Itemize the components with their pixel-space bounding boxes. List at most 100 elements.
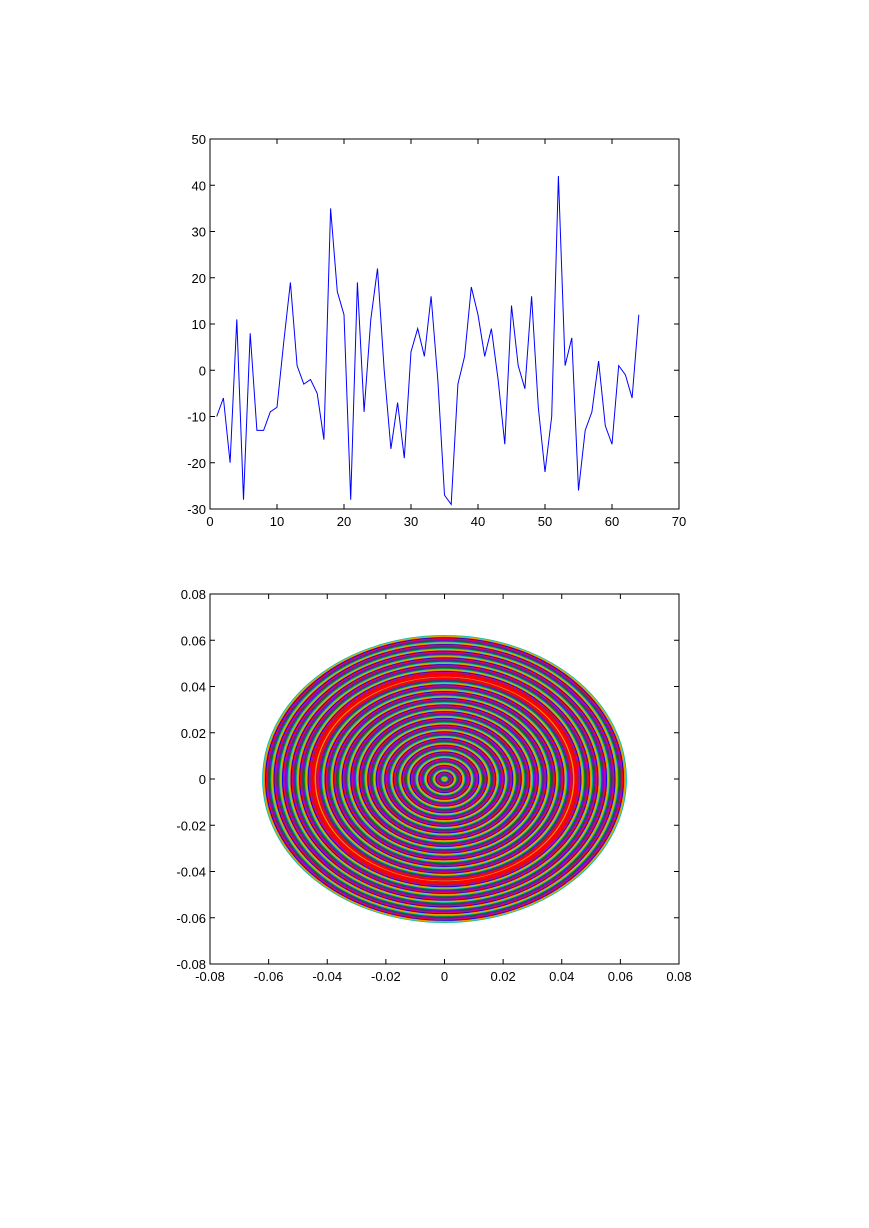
ring bbox=[417, 757, 472, 801]
ring bbox=[304, 668, 585, 890]
ring bbox=[350, 704, 539, 854]
ring bbox=[333, 690, 556, 868]
ring bbox=[397, 741, 492, 817]
ring bbox=[428, 766, 461, 792]
x-tick-label: 50 bbox=[538, 514, 552, 529]
ring bbox=[416, 756, 473, 802]
ring bbox=[384, 731, 505, 827]
ring bbox=[266, 638, 623, 920]
ring bbox=[386, 732, 503, 826]
ring bbox=[363, 714, 526, 844]
ring bbox=[337, 694, 552, 864]
ring bbox=[404, 746, 485, 812]
ring bbox=[267, 639, 622, 919]
ring bbox=[392, 738, 497, 820]
ring bbox=[353, 707, 536, 851]
ring bbox=[346, 701, 543, 857]
ring bbox=[268, 640, 621, 918]
x-tick-label: 30 bbox=[404, 514, 418, 529]
ring bbox=[281, 649, 608, 909]
y-tick-label: 0 bbox=[199, 363, 206, 378]
ring bbox=[285, 653, 604, 905]
ring bbox=[376, 725, 513, 833]
x-tick-label: 40 bbox=[471, 514, 485, 529]
ring bbox=[324, 684, 565, 874]
ring bbox=[341, 697, 548, 861]
ring bbox=[423, 762, 466, 796]
ring bbox=[322, 682, 567, 876]
ring bbox=[383, 730, 506, 828]
ring bbox=[272, 643, 617, 915]
ring bbox=[294, 660, 595, 898]
ring bbox=[303, 667, 586, 891]
ring bbox=[368, 718, 521, 840]
ring bbox=[317, 679, 572, 879]
ring bbox=[331, 689, 558, 869]
ring bbox=[373, 723, 516, 835]
ring bbox=[381, 729, 508, 829]
ring bbox=[410, 752, 479, 806]
ring bbox=[425, 764, 464, 794]
ring bbox=[380, 728, 509, 830]
ring bbox=[293, 659, 596, 899]
ring bbox=[323, 683, 566, 875]
x-tick-label: 0.02 bbox=[490, 969, 515, 984]
ring bbox=[319, 680, 570, 878]
ring bbox=[414, 755, 475, 803]
ring bbox=[422, 761, 467, 797]
ring bbox=[355, 708, 534, 850]
ring bbox=[375, 724, 514, 834]
ring bbox=[419, 758, 470, 800]
y-tick-label: 10 bbox=[192, 317, 206, 332]
ring bbox=[430, 767, 459, 791]
ring bbox=[405, 747, 484, 811]
ring bbox=[401, 744, 488, 814]
ring bbox=[435, 771, 454, 787]
ring bbox=[339, 696, 550, 862]
ring bbox=[299, 664, 590, 894]
ring bbox=[329, 687, 560, 871]
ring bbox=[387, 733, 502, 825]
ring bbox=[385, 732, 504, 826]
ring bbox=[360, 712, 529, 846]
ring bbox=[335, 693, 554, 865]
y-tick-label: 0.08 bbox=[181, 587, 206, 602]
ring bbox=[413, 754, 476, 804]
ring bbox=[265, 637, 624, 921]
ring bbox=[442, 777, 447, 781]
ring bbox=[434, 770, 455, 788]
ring bbox=[387, 734, 501, 824]
y-tick-label: -20 bbox=[187, 456, 206, 471]
ring bbox=[437, 773, 452, 785]
y-tick-label: 0.02 bbox=[181, 726, 206, 741]
ring bbox=[408, 750, 481, 808]
ring bbox=[296, 661, 593, 897]
ring bbox=[269, 640, 620, 918]
ring bbox=[334, 691, 555, 867]
ring bbox=[328, 687, 561, 871]
ring bbox=[297, 662, 592, 896]
rings-chart: -0.08 -0.06 -0.04 -0.02 0 0.02 0.04 0.06 0.08 -0.… bbox=[176, 587, 691, 984]
ring bbox=[344, 699, 545, 859]
ring bbox=[325, 685, 564, 873]
x-tick-label: -0.02 bbox=[371, 969, 401, 984]
y-tick-label: 20 bbox=[192, 271, 206, 286]
line-chart: 0 10 20 30 40 50 60 70 -30 -20 -10 0 10 20 30 40 50 bbox=[187, 132, 686, 529]
y-tick-label: 0.04 bbox=[181, 680, 206, 695]
ring bbox=[298, 663, 591, 895]
ring bbox=[357, 710, 532, 848]
ring bbox=[441, 776, 448, 782]
ring bbox=[352, 706, 537, 852]
ring bbox=[290, 657, 599, 901]
ring bbox=[291, 658, 598, 900]
ring bbox=[264, 636, 625, 922]
ring bbox=[362, 714, 527, 844]
ring bbox=[370, 720, 519, 838]
ring bbox=[273, 643, 616, 915]
ring bbox=[398, 742, 491, 816]
ring bbox=[309, 672, 580, 886]
ring bbox=[343, 699, 546, 859]
ring bbox=[263, 635, 626, 923]
ring bbox=[278, 647, 611, 911]
ring bbox=[320, 681, 569, 877]
